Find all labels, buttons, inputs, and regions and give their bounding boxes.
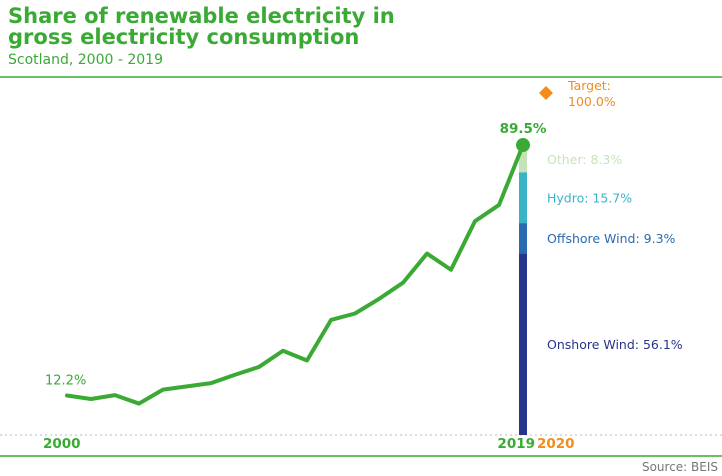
- x-tick-2019: 2019: [497, 436, 535, 452]
- x-tick-2020: 2020: [537, 436, 575, 452]
- chart-subtitle: Scotland, 2000 - 2019: [8, 52, 163, 68]
- breakdown-segment-3: [519, 145, 527, 173]
- breakdown-label-3: Other: 8.3%: [547, 152, 622, 167]
- breakdown-segment-1: [519, 223, 527, 254]
- breakdown-label-0: Onshore Wind: 56.1%: [547, 337, 683, 352]
- start-value-label: 12.2%: [45, 373, 86, 388]
- target-label-line-1: Target:: [567, 78, 611, 93]
- breakdown-segment-2: [519, 172, 527, 224]
- breakdown-label-2: Hydro: 15.7%: [547, 191, 632, 206]
- target-label-line-2: 100.0%: [568, 94, 616, 109]
- title-line-2: gross electricity consumption: [8, 25, 360, 49]
- target-diamond: [539, 86, 553, 100]
- breakdown-segment-0: [519, 253, 527, 435]
- end-point-marker: [516, 138, 530, 153]
- source-note: Source: BEIS: [642, 460, 718, 474]
- x-tick-2000: 2000: [43, 436, 81, 452]
- end-value-label: 89.5%: [500, 121, 547, 137]
- title-line-1: Share of renewable electricity in: [8, 4, 395, 28]
- share-line: [65, 143, 525, 406]
- breakdown-label-1: Offshore Wind: 9.3%: [547, 231, 676, 246]
- chart-title: Share of renewable electricity in gross …: [8, 6, 395, 48]
